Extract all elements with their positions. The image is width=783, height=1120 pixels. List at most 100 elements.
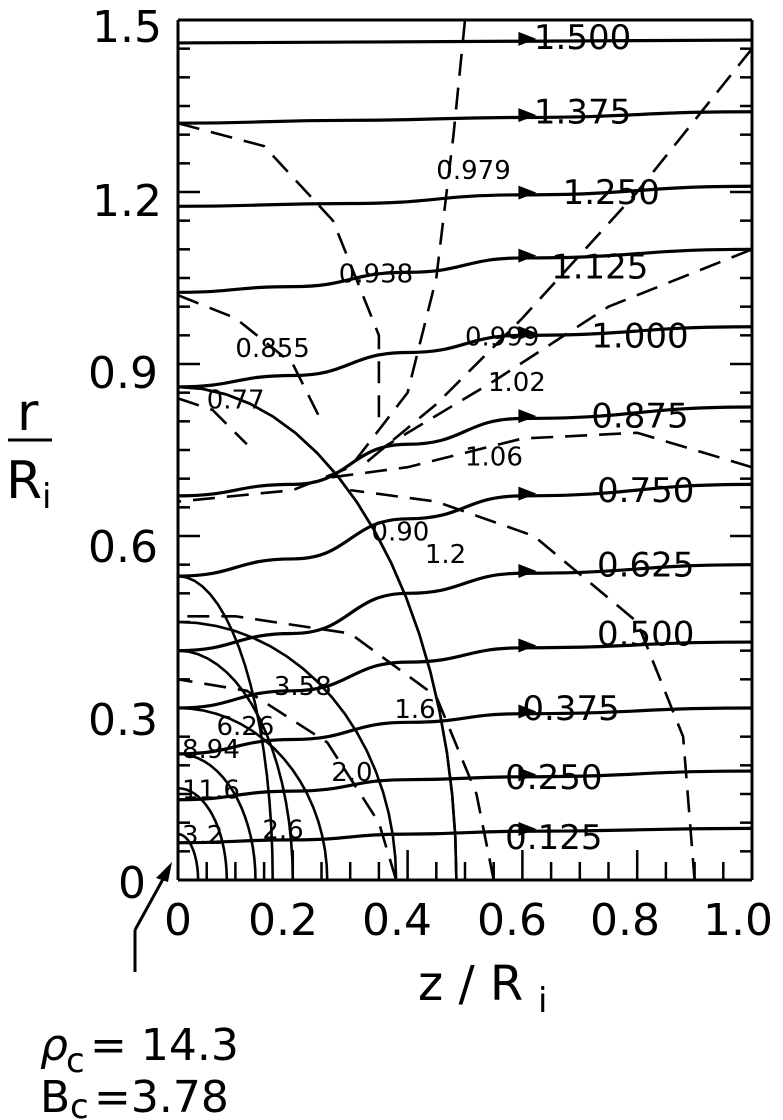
field-line-arrowhead	[518, 638, 537, 653]
field-line-arrowhead	[518, 767, 537, 782]
field-line-arrowhead	[518, 108, 537, 123]
b-c-subscript: c	[70, 1087, 89, 1120]
field-strength-contour	[177, 121, 381, 422]
field-strength-contour	[350, 488, 696, 881]
field-line-arrowhead	[518, 563, 537, 578]
y-tick-label-1-5: 1.5	[92, 2, 162, 53]
x-tick-label-0-8: 0.8	[590, 895, 660, 946]
field-strength-label: 1.06	[465, 443, 523, 473]
x-tick-labels: 0 0.2 0.4 0.6 0.8 1.0	[164, 895, 773, 946]
field-strength-label: 1.02	[488, 368, 546, 398]
field-strength-label: 0.938	[339, 259, 413, 289]
x-axis-label: z / R i	[418, 956, 547, 1021]
density-contour	[177, 385, 458, 881]
field-line-label: 0.500	[597, 614, 694, 654]
field-line	[177, 706, 753, 756]
field-line	[177, 826, 753, 845]
x-axis-label-main: z / R	[418, 956, 523, 1012]
y-tick-label-0-6: 0.6	[88, 522, 158, 573]
density-contour-label: 3.58	[274, 672, 332, 702]
field-line-label: 1.375	[534, 93, 631, 133]
x-axis-label-subscript: i	[538, 981, 547, 1021]
y-axis-label-denominator: R	[6, 451, 42, 511]
field-line-arrowhead	[518, 409, 537, 424]
field-line-arrowhead	[518, 185, 537, 200]
field-line-arrowhead	[518, 821, 537, 836]
y-axis-label-numerator: r	[17, 383, 39, 443]
rho-c-symbol: ρ	[40, 1020, 68, 1071]
field-line	[177, 769, 753, 802]
field-strength-label: 0.999	[465, 322, 539, 352]
field-strength-contour	[321, 431, 753, 480]
field-strength-label: 0.979	[436, 156, 510, 186]
field-line	[177, 110, 753, 125]
rho-c-value: = 14.3	[90, 1020, 239, 1071]
field-lines	[177, 31, 753, 845]
y-tick-label-1-2: 1.2	[92, 176, 162, 227]
field-line-label: 0.375	[522, 689, 619, 729]
field-line-label: 0.250	[505, 758, 602, 798]
field-line-label: 0.875	[591, 397, 688, 437]
field-strength-label: 0.855	[235, 334, 309, 364]
curve-labels: 1.500 1.375 1.250 1.125 1.000 0.875 0.750 0.625…	[182, 18, 694, 858]
density-contours	[177, 385, 458, 881]
density-contour	[177, 832, 200, 881]
field-strength-contour	[177, 397, 248, 446]
central-values-annotation: ρ c = 14.3 B c =3.78	[40, 862, 239, 1120]
field-line-arrowhead	[518, 248, 537, 263]
field-line-arrowhead	[518, 704, 537, 719]
field-line-label: 0.125	[505, 818, 602, 858]
y-axis-label: r R i	[6, 383, 52, 517]
density-contour-label: 11.6	[182, 775, 240, 805]
field-line	[177, 640, 753, 710]
annotation-arrowhead	[156, 862, 172, 882]
density-contour	[177, 385, 458, 881]
y-tick-label-0-3: 0.3	[88, 695, 158, 746]
density-contour	[177, 620, 398, 881]
rho-c-subscript: c	[66, 1041, 85, 1081]
b-c-symbol: B	[40, 1072, 70, 1120]
density-contour	[177, 649, 295, 881]
field-line-label: 1.000	[591, 316, 688, 356]
x-tick-label-0-4: 0.4	[362, 895, 432, 946]
x-tick-label-0-6: 0.6	[477, 895, 547, 946]
field-line-label: 1.125	[551, 248, 648, 288]
field-line	[177, 325, 753, 389]
x-tick-label-1-0: 1.0	[703, 895, 773, 946]
field-line	[177, 405, 753, 498]
field-line-arrowhead	[518, 326, 537, 341]
field-line	[177, 482, 753, 578]
density-contour	[177, 574, 275, 881]
y-tick-label-0: 0	[118, 858, 146, 909]
field-line-arrowhead	[518, 31, 537, 46]
field-strength-label: 1.2	[425, 540, 466, 570]
x-tick-label-0: 0	[164, 895, 192, 946]
field-line	[177, 38, 753, 45]
field-line	[177, 184, 753, 208]
y-tick-labels: 1.5 1.2 0.9 0.6 0.3 0	[88, 2, 162, 909]
density-contour-label: 0.90	[371, 517, 429, 547]
field-line-label: 0.625	[597, 546, 694, 586]
field-strength-contour	[378, 248, 753, 452]
field-strength-contour	[366, 47, 754, 463]
field-line	[177, 563, 753, 653]
x-tick-label-0-2: 0.2	[248, 895, 318, 946]
y-tick-label-0-9: 0.9	[88, 348, 158, 399]
field-strength-label: 0.77	[207, 385, 265, 415]
density-contour-label: 3.2	[182, 821, 223, 851]
density-contour-label: 8.94	[182, 735, 240, 765]
field-strength-contour	[177, 678, 398, 881]
density-contour	[177, 706, 329, 881]
y-axis-label-subscript: i	[42, 477, 51, 517]
field-strength-contour	[177, 19, 467, 503]
density-contour-label: 1.6	[394, 695, 435, 725]
field-line-arrowhead	[518, 486, 537, 501]
field-line	[177, 247, 753, 294]
field-line-label: 1.500	[534, 18, 631, 58]
field-line-label: 1.250	[563, 173, 660, 213]
field-line-label: 0.750	[597, 471, 694, 511]
b-c-value: =3.78	[94, 1072, 229, 1120]
density-contour	[177, 752, 257, 881]
density-contour-label: 2.0	[331, 758, 372, 788]
